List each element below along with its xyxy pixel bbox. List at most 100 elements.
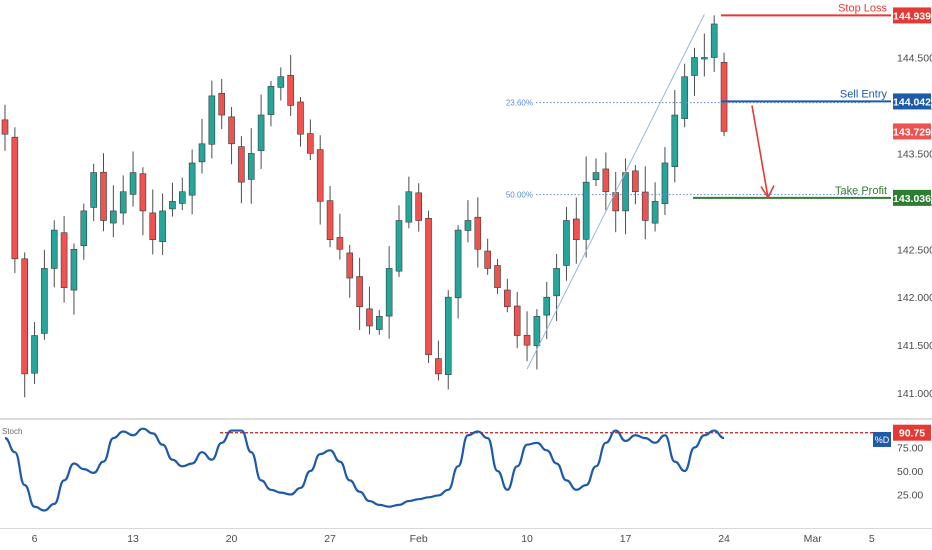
bull-candle [592, 172, 600, 180]
bear-candle [326, 200, 334, 240]
bull-candle [563, 220, 570, 266]
time-tick-label: Feb [410, 533, 428, 545]
stoch-d-tag-label: %D [875, 435, 890, 445]
bull-candle [179, 191, 186, 204]
bull-candle [553, 268, 560, 297]
bull-candle [129, 172, 137, 195]
bear-candle [523, 334, 531, 346]
time-tick-label: 17 [620, 533, 632, 545]
level-price-tag [893, 93, 931, 110]
bear-candle [474, 216, 482, 250]
bull-candle [710, 23, 718, 58]
axes: 144.500144.000143.500143.000142.500142.0… [32, 7, 932, 545]
bull-candle [464, 220, 472, 231]
stoch-indicator-label: Stoch [2, 427, 22, 436]
bull-candle [533, 316, 541, 347]
bull-candle [257, 114, 265, 151]
stoch-d-line [4, 427, 725, 512]
bull-candle [622, 172, 629, 212]
bull-candle [198, 143, 206, 163]
bull-candle [267, 85, 275, 115]
bear-candle [415, 192, 423, 221]
bear-candle [425, 217, 432, 356]
time-tick-label: 5 [869, 533, 875, 545]
stoch-tick-label: 50.00 [897, 466, 923, 478]
time-tick-label: 13 [127, 533, 139, 545]
stoch-d-tag [873, 431, 891, 447]
stoch-level-tag-label: 90.75 [899, 428, 925, 440]
bear-candle [100, 171, 107, 221]
stoch-level-tag [893, 424, 931, 441]
overlay: 23.60% 50.00% Stop Loss Sell Entry Take Prof… [506, 2, 891, 370]
bull-candle [70, 248, 78, 291]
bear-candle [602, 168, 610, 193]
fib-level-label: 50.00% [506, 191, 533, 200]
stoch-tick-label: 75.00 [897, 443, 923, 455]
bear-candle [149, 212, 157, 240]
bear-candle [316, 149, 324, 202]
bear-candle [287, 74, 294, 106]
level-name: Take Profit [835, 185, 887, 197]
projection-arrow-line [751, 105, 769, 198]
price-tick-label: 143.500 [897, 148, 932, 160]
bear-candle [60, 232, 68, 288]
bull-candle [188, 162, 196, 196]
bear-candle [228, 116, 235, 145]
time-tick-label: Mar [804, 533, 823, 545]
bear-candle [307, 133, 314, 154]
level-name: Sell Entry [840, 88, 888, 100]
bear-candle [238, 146, 245, 183]
time-tick-label: 20 [226, 533, 238, 545]
time-tick-label: 6 [32, 533, 38, 545]
bear-candle [1, 119, 9, 135]
bear-candle [484, 250, 491, 269]
price-tick-label: 144.500 [897, 53, 932, 65]
bull-candle [543, 296, 551, 316]
fib-trend-line [526, 14, 705, 370]
level-price-tag-label: 144.939 [893, 10, 931, 22]
fib-level-label: 23.60% [506, 99, 533, 108]
bull-candle [444, 296, 452, 375]
bear-candle [11, 136, 19, 260]
candles [1, 15, 728, 398]
stochastic-pane: Stoch [2, 427, 891, 512]
last-price-tag [893, 123, 931, 140]
bull-candle [681, 76, 688, 119]
bear-candle [139, 173, 147, 212]
bear-candle [356, 276, 363, 308]
price-tick-label: 142.000 [897, 292, 932, 304]
bull-candle [50, 229, 58, 269]
bull-candle [80, 210, 88, 246]
bear-candle [720, 62, 728, 132]
bull-candle [661, 162, 669, 204]
price-tick-label: 141.000 [897, 388, 932, 400]
bull-candle [208, 95, 216, 145]
time-tick-label: 10 [521, 533, 533, 545]
bear-candle [366, 308, 373, 327]
bear-candle [218, 92, 225, 116]
bear-candle [641, 191, 649, 221]
bear-candle [435, 358, 442, 375]
bear-candle [336, 237, 344, 250]
bear-candle [297, 101, 304, 135]
bear-candle [632, 170, 639, 193]
bear-candle [346, 252, 354, 279]
bull-candle [169, 201, 176, 210]
bull-candle [31, 335, 38, 374]
level-name: Stop Loss [838, 2, 887, 14]
time-tick-label: 27 [324, 533, 336, 545]
bull-candle [41, 268, 48, 334]
level-price-tag-label: 144.042 [893, 96, 931, 108]
bull-candle [701, 57, 708, 60]
level-price-tag [893, 189, 931, 206]
bull-candle [277, 76, 285, 88]
level-price-tag-label: 143.036 [893, 193, 931, 205]
bull-candle [375, 316, 383, 330]
bull-candle [385, 268, 393, 317]
price-tick-label: 141.500 [897, 340, 932, 352]
price-tick-label: 142.500 [897, 244, 932, 256]
bull-candle [691, 57, 698, 76]
time-tick-label: 24 [718, 533, 730, 545]
bull-candle [395, 220, 403, 272]
